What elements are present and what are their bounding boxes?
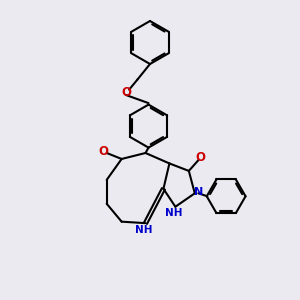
Text: O: O [121, 85, 131, 99]
Text: NH: NH [165, 208, 183, 218]
Text: N: N [194, 187, 203, 197]
Text: O: O [196, 151, 206, 164]
Text: NH: NH [135, 225, 153, 235]
Text: O: O [99, 145, 109, 158]
